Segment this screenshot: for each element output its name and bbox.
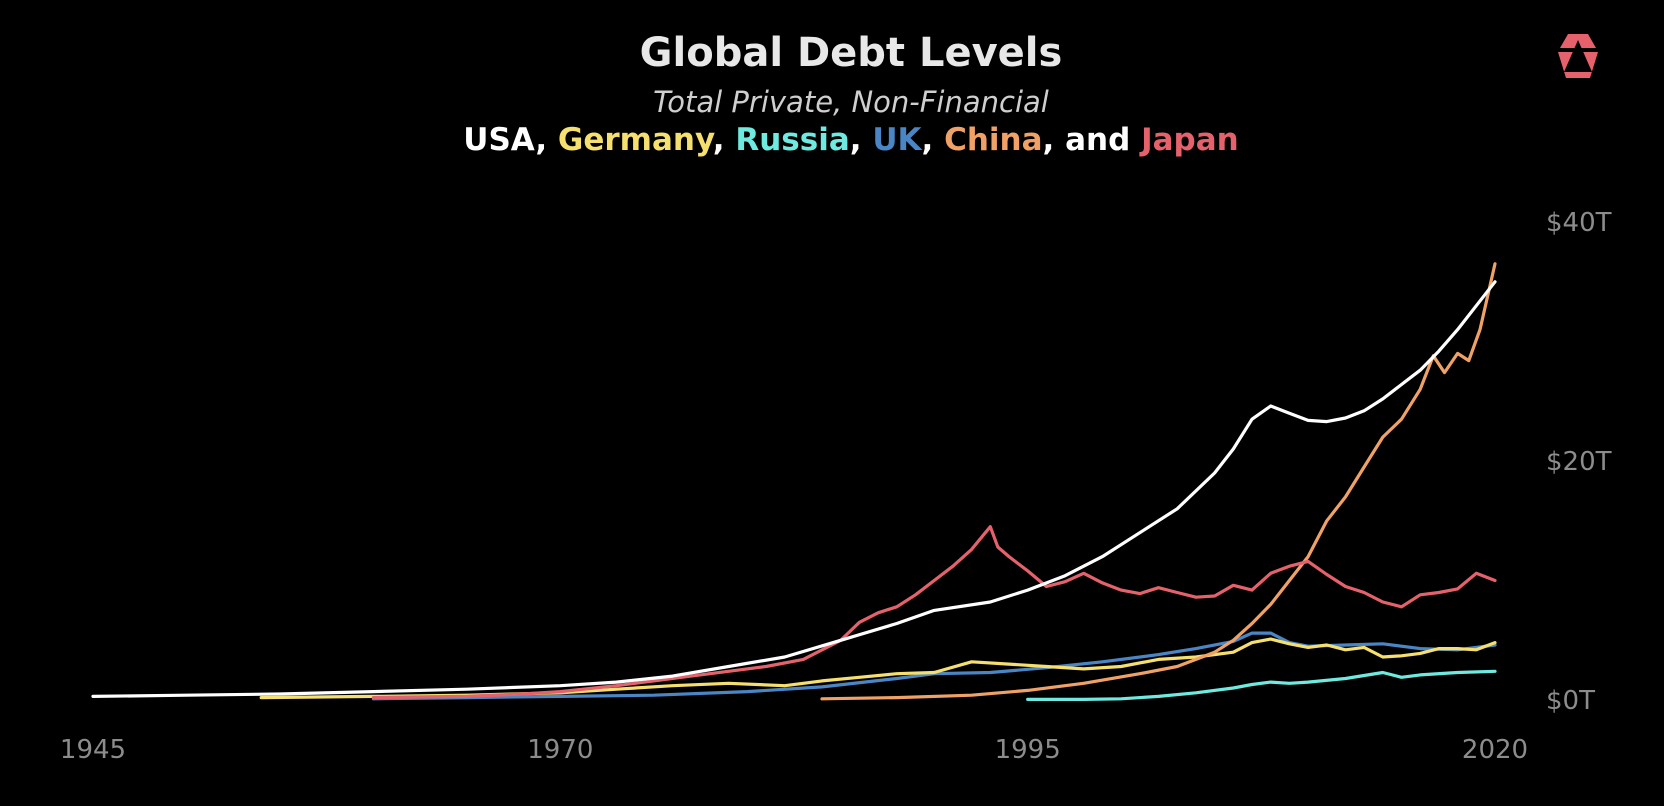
legend-separator: , (849, 122, 873, 158)
legend-uk: UK (872, 122, 922, 158)
series-line-usa (91, 280, 1497, 698)
series-line-japan (371, 525, 1497, 700)
series-line-uk (371, 631, 1497, 701)
legend: USA, Germany, Russia, UK, China, and Jap… (0, 122, 1664, 158)
legend-china: China (944, 122, 1043, 158)
legend-separator: , (535, 122, 558, 158)
series-line-germany (259, 637, 1497, 700)
brand-logo-icon (1558, 34, 1598, 78)
chart-subtitle: Total Private, Non-Financial (653, 85, 1049, 119)
y-tick-label: $0T (1546, 686, 1595, 716)
legend-japan: Japan (1141, 122, 1239, 158)
legend-separator: , (712, 122, 736, 158)
x-tick-label: 1970 (527, 735, 593, 765)
y-tick-label: $20T (1546, 447, 1612, 477)
chart-title: Global Debt Levels (639, 30, 1063, 76)
series-line-china (820, 262, 1497, 701)
legend-separator: , and (1042, 122, 1142, 158)
x-tick-label: 2020 (1462, 735, 1528, 765)
legend-germany: Germany (557, 122, 713, 158)
y-tick-label: $40T (1546, 208, 1612, 238)
x-tick-label: 1945 (60, 735, 126, 765)
series-line-russia (1026, 669, 1497, 701)
x-tick-label: 1995 (995, 735, 1061, 765)
legend-usa: USA (463, 122, 536, 158)
legend-russia: Russia (735, 122, 850, 158)
legend-separator: , (921, 122, 945, 158)
